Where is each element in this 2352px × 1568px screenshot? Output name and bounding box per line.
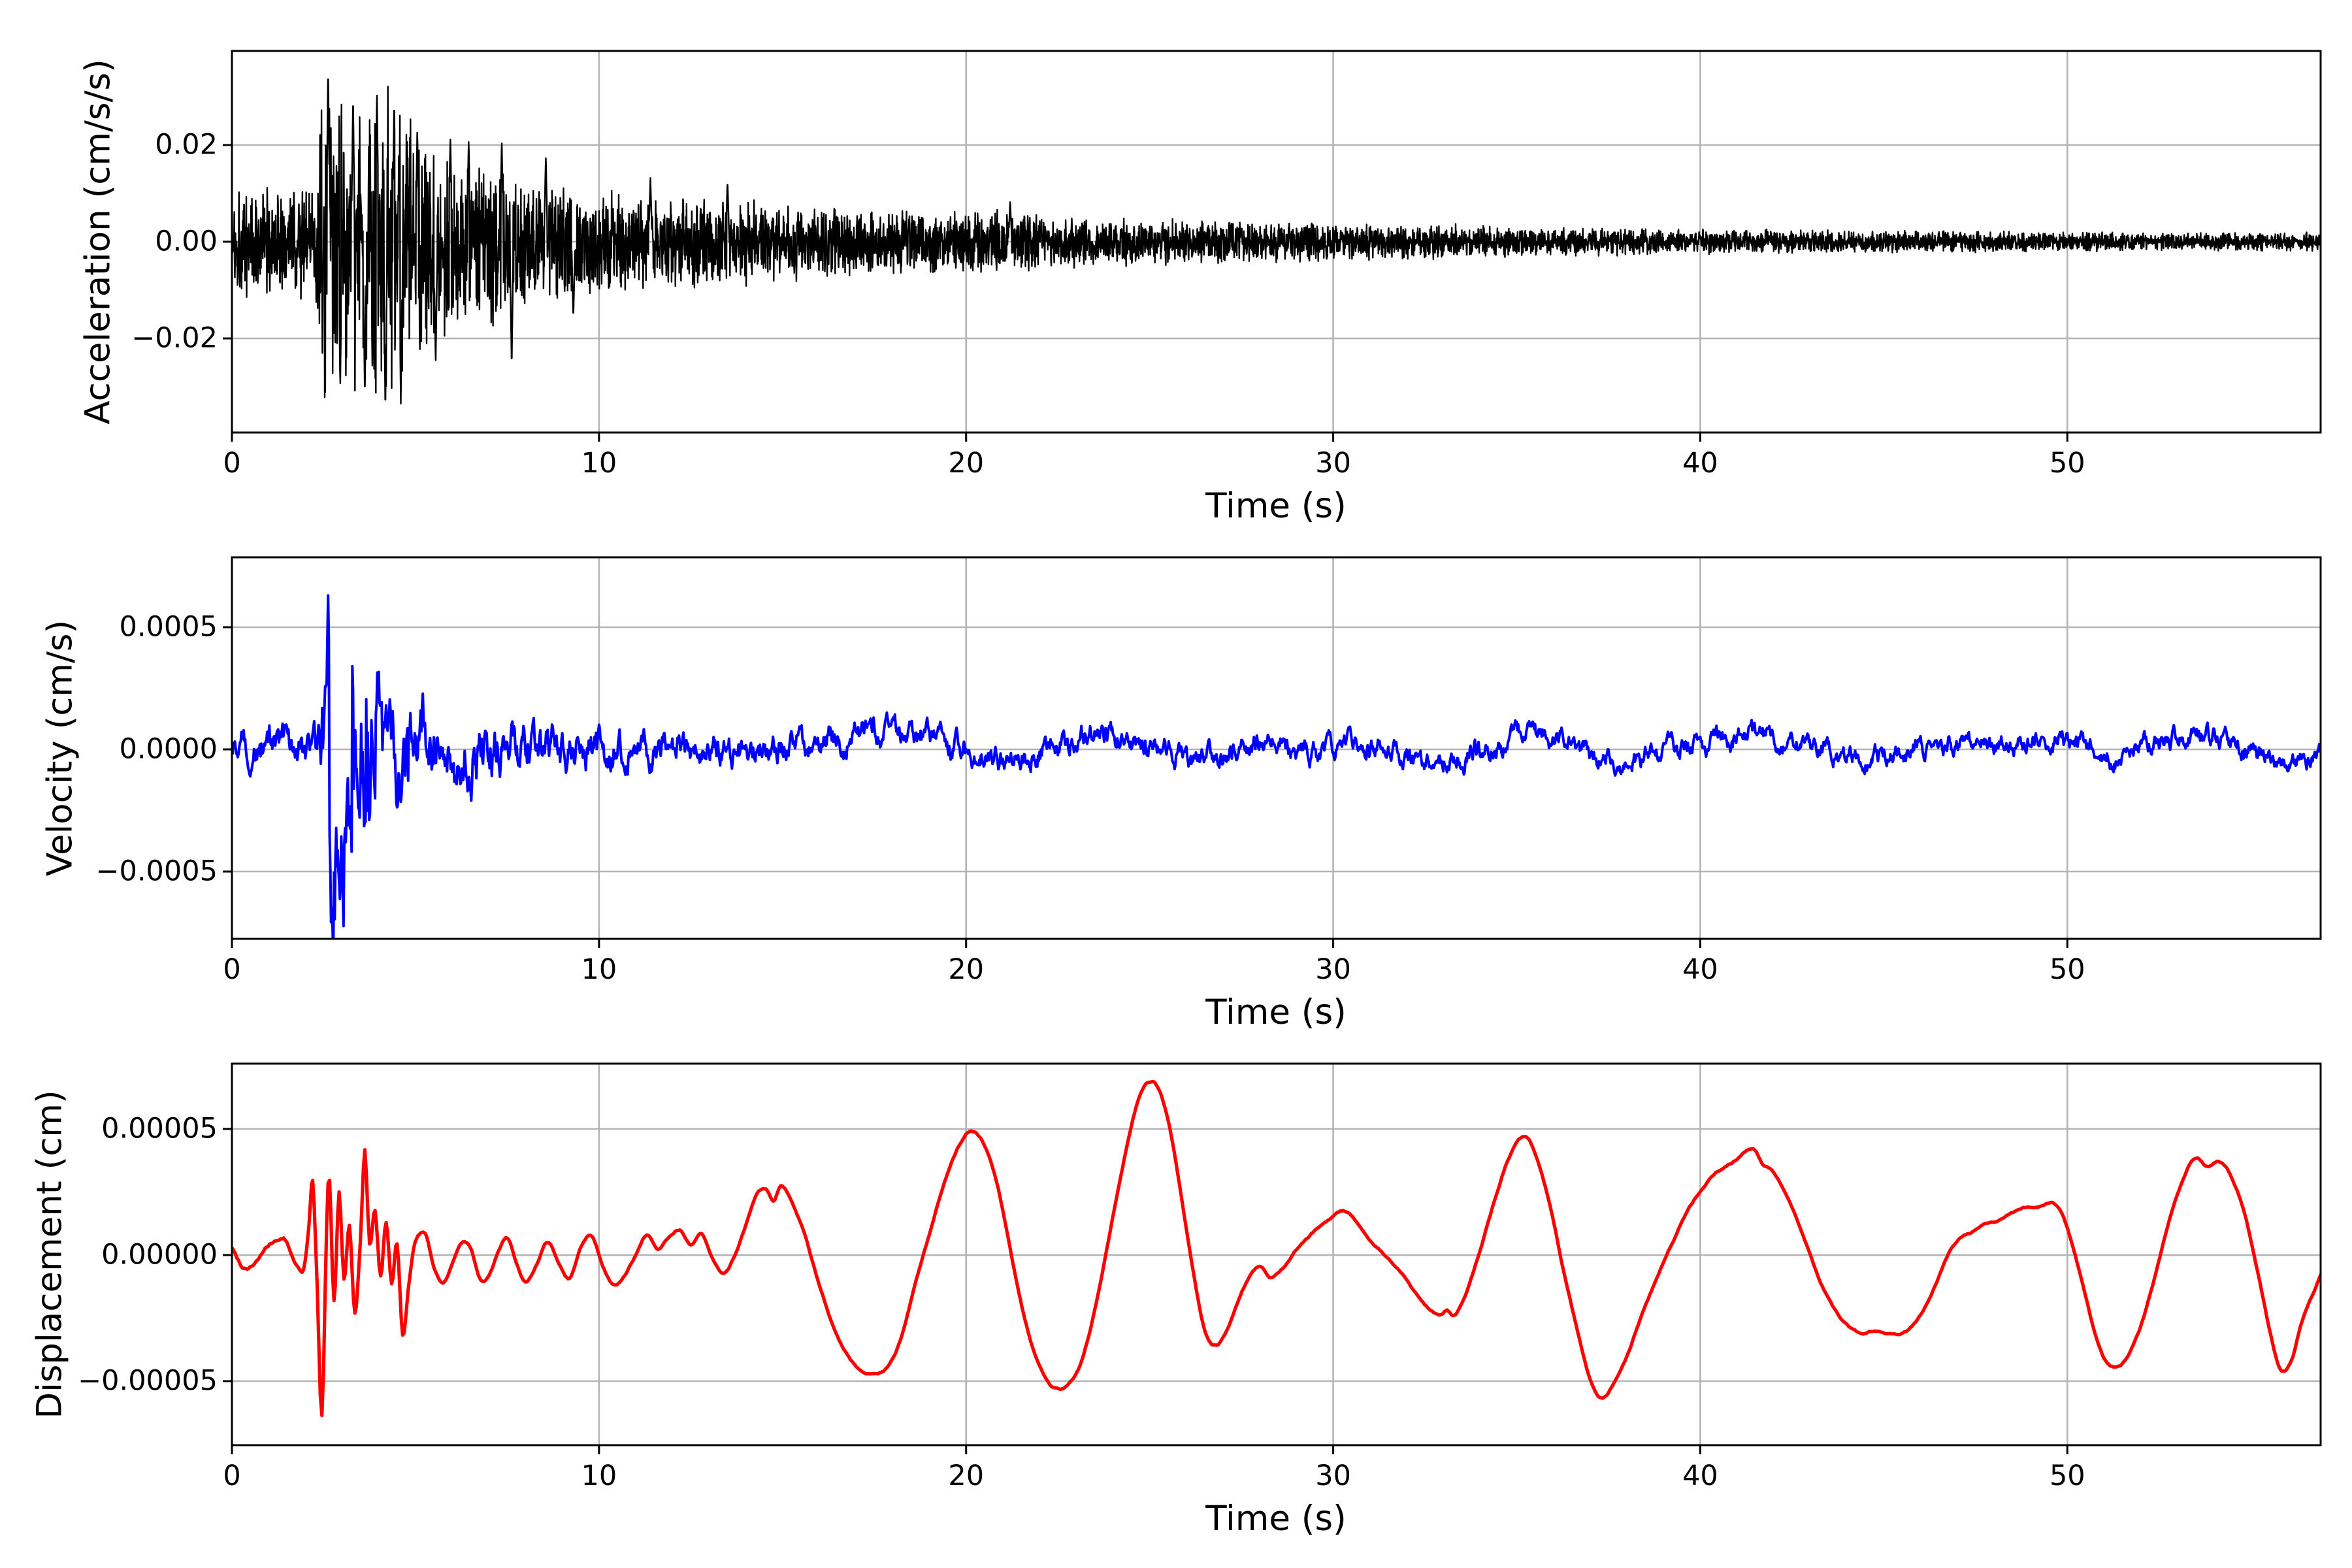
velocity-waveform [232,594,2321,939]
y-tick-label: 0.02 [155,128,218,161]
axes-border [231,556,2322,940]
velocity-plot [223,556,2322,948]
x-tick-label: 50 [2049,1460,2085,1492]
tick-marks [223,626,2068,948]
x-tick-label: 20 [948,447,985,480]
x-tick-label: 30 [1315,953,1351,986]
x-tick-label: 50 [2049,447,2085,480]
x-tick-label: 10 [581,447,617,480]
x-tick-label: 0 [223,953,241,986]
y-tick-label: −0.02 [131,321,218,355]
x-tick-label: 40 [1682,953,1718,986]
x-tick-label: 20 [948,953,985,986]
y-tick-label: 0.0005 [119,610,218,644]
x-tick-label: 30 [1315,1460,1351,1492]
acceleration-plot [223,50,2322,442]
acceleration-waveform [232,78,2321,405]
x-tick-label: 40 [1682,447,1718,480]
displacement-plot [223,1062,2322,1454]
gridlines [231,1064,2321,1445]
x-tick-label: 0 [223,447,241,480]
x-tick-label: 0 [223,1460,241,1492]
y-tick-label: −0.0005 [95,855,218,888]
tick-marks [223,144,2068,442]
y-tick-label: 0.00 [155,225,218,258]
y-tick-label: 0.00005 [101,1112,218,1145]
x-axis-label-velocity: Time (s) [1205,992,1347,1032]
x-tick-label: 10 [581,1460,617,1492]
x-axis-label-acceleration: Time (s) [1205,486,1347,526]
y-tick-label: −0.00005 [78,1364,218,1397]
y-tick-label: 0.00000 [101,1238,218,1271]
displacement-waveform [232,1079,2321,1418]
x-tick-label: 30 [1315,447,1351,480]
x-tick-label: 10 [581,953,617,986]
x-tick-label: 40 [1682,1460,1718,1492]
y-tick-label: 0.0000 [119,732,218,766]
x-tick-label: 20 [948,1460,985,1492]
tick-marks [223,1128,2068,1454]
x-tick-label: 50 [2049,953,2085,986]
x-axis-label-displacement: Time (s) [1205,1499,1347,1539]
